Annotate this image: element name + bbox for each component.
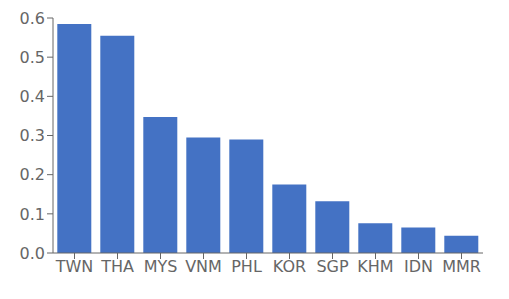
svg-text:MMR: MMR (442, 257, 481, 276)
svg-text:IDN: IDN (404, 257, 433, 276)
svg-text:VNM: VNM (185, 257, 222, 276)
svg-text:TWN: TWN (55, 257, 94, 276)
svg-text:0.0: 0.0 (20, 244, 45, 263)
svg-text:THA: THA (100, 257, 134, 276)
svg-text:KOR: KOR (273, 257, 306, 276)
svg-text:0.4: 0.4 (20, 87, 45, 106)
svg-text:SGP: SGP (316, 257, 349, 276)
svg-text:0.6: 0.6 (20, 9, 45, 28)
svg-text:MYS: MYS (144, 257, 178, 276)
svg-text:0.1: 0.1 (20, 205, 45, 224)
svg-text:0.2: 0.2 (20, 165, 45, 184)
svg-text:0.5: 0.5 (20, 48, 45, 67)
svg-text:0.3: 0.3 (20, 126, 45, 145)
svg-text:KHM: KHM (357, 257, 393, 276)
svg-text:PHL: PHL (231, 257, 262, 276)
